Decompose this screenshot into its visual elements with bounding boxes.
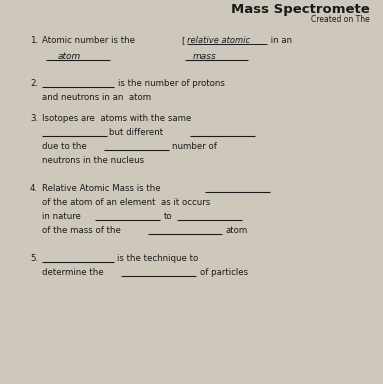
Text: Created on The: Created on The [311,15,370,24]
Text: 5.: 5. [30,254,38,263]
Text: in nature: in nature [42,212,81,221]
Text: [: [ [181,36,184,45]
Text: Isotopes are  atoms with the same: Isotopes are atoms with the same [42,114,192,123]
Text: number of: number of [172,142,217,151]
Text: atom: atom [58,52,81,61]
Text: and neutrons in an  atom: and neutrons in an atom [42,93,151,102]
Text: of the mass of the: of the mass of the [42,226,121,235]
Text: determine the: determine the [42,268,104,277]
Text: neutrons in the nucleus: neutrons in the nucleus [42,156,144,165]
Text: to: to [164,212,173,221]
Text: of the atom of an element  as it occurs: of the atom of an element as it occurs [42,198,210,207]
Text: is the number of protons: is the number of protons [118,79,225,88]
Text: is the technique to: is the technique to [117,254,198,263]
Text: of particles: of particles [200,268,248,277]
Text: Atomic number is the: Atomic number is the [42,36,138,45]
Text: 3.: 3. [30,114,38,123]
Text: in an: in an [268,36,292,45]
Text: due to the: due to the [42,142,87,151]
Text: 4.: 4. [30,184,38,193]
Text: atom: atom [226,226,248,235]
Text: Mass Spectromete: Mass Spectromete [231,3,370,16]
Text: but different: but different [109,128,163,137]
Text: mass: mass [193,52,217,61]
Text: 2.: 2. [30,79,38,88]
Text: 1.: 1. [30,36,38,45]
Text: relative atomic: relative atomic [187,36,250,45]
Text: Relative Atomic Mass is the: Relative Atomic Mass is the [42,184,160,193]
